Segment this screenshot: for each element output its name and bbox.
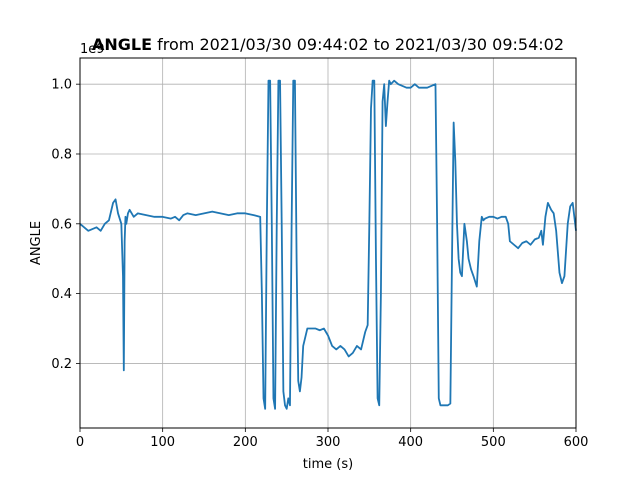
grid-lines (79, 58, 577, 428)
x-tick-label: 300 (316, 435, 341, 450)
y-tick-label: 0.4 (51, 287, 72, 302)
chart-title: ANGLE from 2021/03/30 09:44:02 to 2021/0… (92, 35, 564, 54)
x-tick-label: 500 (481, 435, 506, 450)
y-tick-label: 0.8 (51, 147, 72, 162)
y-tick-label: 0.6 (51, 217, 72, 232)
chart-title-bold: ANGLE (92, 35, 152, 54)
x-tick-label: 200 (233, 435, 258, 450)
y-tick-label: 1.0 (51, 78, 72, 93)
y-axis-ticks: 0.2 0.4 0.6 0.8 1.0 (51, 78, 80, 372)
x-axis-ticks: 0 100 200 300 400 500 600 (76, 428, 589, 450)
x-tick-label: 400 (398, 435, 423, 450)
chart-title-rest: from 2021/03/30 09:44:02 to 2021/03/30 0… (152, 35, 564, 54)
y-axis-label: ANGLE (29, 221, 44, 265)
x-tick-label: 0 (76, 435, 84, 450)
y-offset-label: 1e9 (80, 42, 105, 57)
x-axis-label: time (s) (303, 457, 353, 472)
angle-series-line (79, 79, 577, 410)
x-tick-label: 100 (150, 435, 175, 450)
x-tick-label: 600 (564, 435, 589, 450)
series-group (79, 79, 577, 410)
y-tick-label: 0.2 (51, 357, 72, 372)
